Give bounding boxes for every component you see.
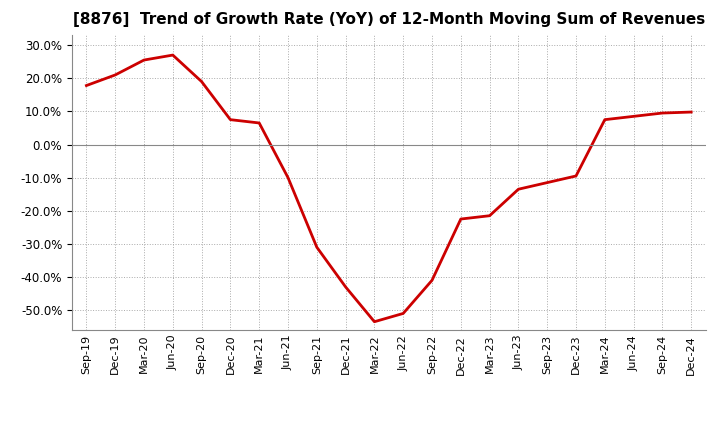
Title: [8876]  Trend of Growth Rate (YoY) of 12-Month Moving Sum of Revenues: [8876] Trend of Growth Rate (YoY) of 12-…: [73, 12, 705, 27]
